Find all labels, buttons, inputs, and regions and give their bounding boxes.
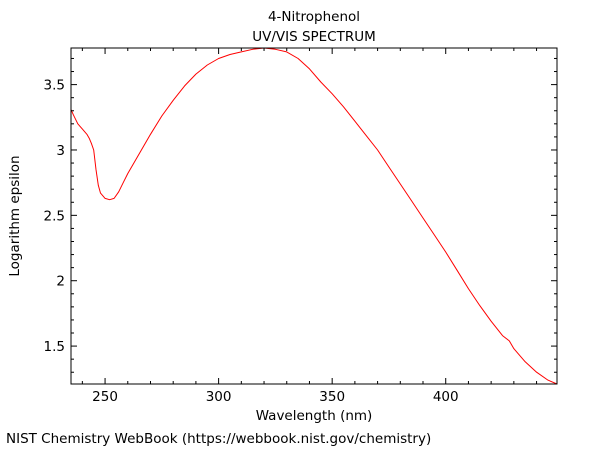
y-axis-label: Logarithm epsilon — [7, 155, 23, 276]
y-tick-label: 3 — [56, 143, 65, 159]
y-tick-label: 1.5 — [44, 339, 65, 355]
y-tick-label: 3.5 — [44, 78, 65, 94]
spectrum-line — [70, 47, 558, 385]
plot-area — [70, 47, 558, 385]
x-tick-label: 400 — [433, 389, 459, 405]
x-tick-label: 300 — [206, 389, 232, 405]
x-tick-label: 350 — [319, 389, 345, 405]
y-tick-label: 2 — [56, 274, 65, 290]
chart-title: 4-Nitrophenol — [268, 9, 360, 25]
plot-frame — [70, 47, 558, 385]
x-tick-label: 250 — [92, 389, 118, 405]
y-tick-label: 2.5 — [44, 208, 65, 224]
x-axis: 250 300 350 400 — [81, 48, 538, 405]
y-axis: 1.5 2 2.5 3 3.5 — [44, 57, 557, 373]
chart-subtitle: UV/VIS SPECTRUM — [252, 29, 376, 45]
x-axis-label: Wavelength (nm) — [256, 408, 373, 424]
source-credit: NIST Chemistry WebBook (https://webbook.… — [6, 431, 432, 447]
